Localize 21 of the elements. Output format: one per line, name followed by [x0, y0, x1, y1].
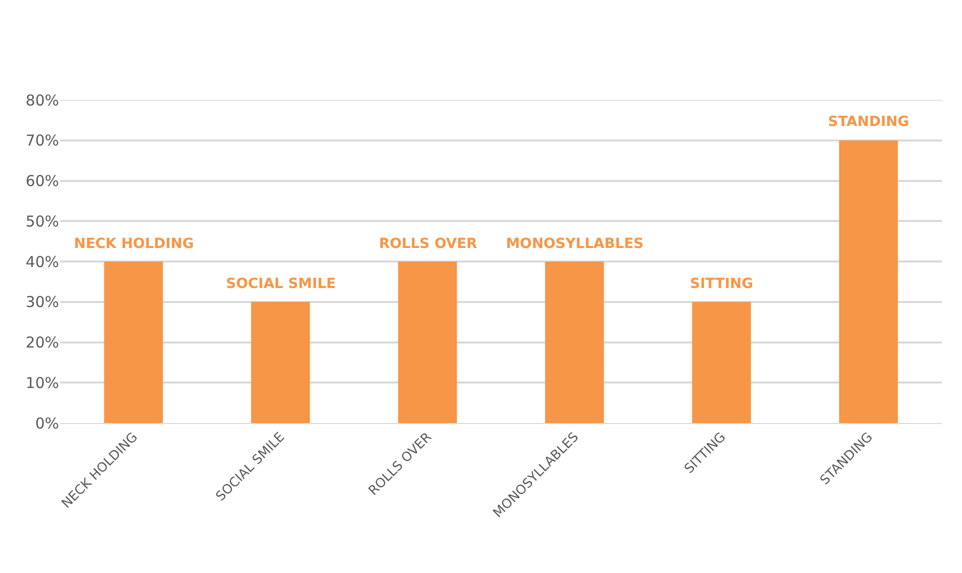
data-label: MONOSYLLABLES: [506, 236, 644, 252]
data-label: STANDING: [828, 114, 910, 130]
y-tick-label: 10%: [26, 374, 59, 392]
bar: [398, 262, 457, 423]
bar: [839, 140, 898, 423]
bar: [251, 302, 310, 423]
y-tick-label: 50%: [26, 212, 59, 230]
y-tick-label: 70%: [26, 132, 59, 150]
data-label: NECK HOLDING: [74, 236, 194, 252]
bar: [692, 302, 751, 423]
bar: [104, 262, 163, 423]
y-tick-label: 80%: [26, 91, 59, 110]
y-tick-label: 40%: [26, 252, 59, 271]
bar: [545, 262, 604, 423]
y-tick-label: 0%: [35, 414, 59, 432]
data-label: ROLLS OVER: [379, 236, 478, 252]
data-label: SITTING: [690, 276, 754, 292]
y-tick-label: 60%: [26, 172, 59, 190]
y-tick-label: 30%: [26, 293, 59, 312]
y-tick-label: 20%: [26, 334, 59, 352]
data-label: SOCIAL SMILE: [226, 276, 336, 292]
